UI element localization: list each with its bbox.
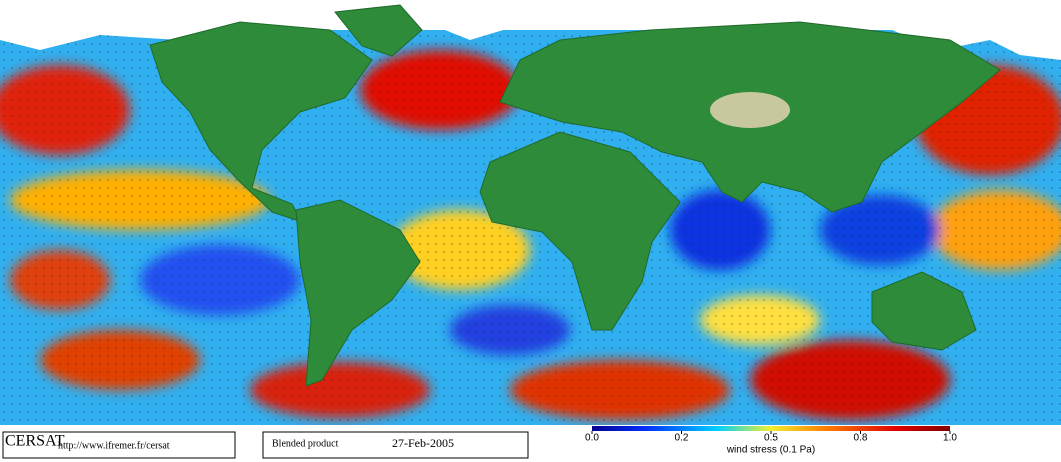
colorbar-tick-label: 0.8 — [854, 433, 868, 444]
colorbar: 0.0 0.2 0.5 0.8 1.0 wind stress (0.1 Pa) — [585, 426, 957, 456]
url: http://www.ifremer.fr/cersat — [58, 440, 170, 451]
colorbar-tick-label: 0.2 — [675, 433, 689, 444]
ice — [0, 0, 1061, 60]
colorbar-tick-label: 1.0 — [943, 433, 957, 444]
product-box — [262, 431, 529, 459]
logo: CERSAT — [5, 433, 65, 450]
colorbar-tick-label: 0.5 — [764, 433, 778, 444]
land — [149, 4, 1001, 387]
date: 27-Feb-2005 — [392, 436, 454, 450]
colorbar-tick-label: 0.0 — [585, 433, 599, 444]
colorbar-gradient — [592, 426, 950, 431]
product: Blended product — [272, 438, 339, 449]
colorbar-label: wind stress (0.1 Pa) — [726, 445, 815, 456]
info-box — [2, 431, 236, 459]
